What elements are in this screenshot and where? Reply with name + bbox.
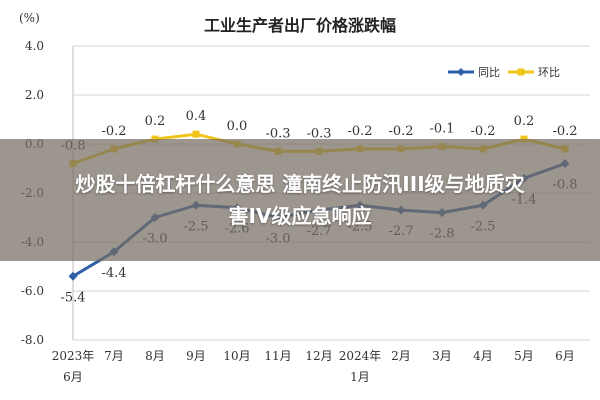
y-axis-unit: (%) bbox=[19, 11, 40, 25]
data-label-mom: -0.2 bbox=[388, 124, 413, 139]
data-label-mom: -0.2 bbox=[470, 124, 495, 139]
data-label-mom: 0.0 bbox=[227, 119, 248, 134]
x-tick-label: 6月 bbox=[555, 349, 575, 363]
x-tick-label: 2月 bbox=[391, 349, 411, 363]
legend-label: 同比 bbox=[478, 66, 500, 79]
x-tick-label: 10月 bbox=[223, 349, 250, 363]
x-tick-label: 3月 bbox=[432, 349, 452, 363]
x-tick-label: 8月 bbox=[145, 349, 165, 363]
y-tick-label: -6.0 bbox=[21, 284, 44, 298]
x-tick-label: 11月 bbox=[264, 349, 291, 363]
x-tick-label: 7月 bbox=[104, 349, 124, 363]
x-tick-label: 2024年 bbox=[339, 349, 382, 363]
y-tick-label: 4.0 bbox=[25, 39, 44, 53]
headline-banner: 炒股十倍杠杆什么意思 潼南终止防汛III级与地质灾 害IV级应急响应 bbox=[0, 139, 600, 261]
legend-label: 环比 bbox=[538, 66, 560, 79]
y-tick-label: -8.0 bbox=[21, 333, 44, 347]
headline-line-2: 害IV级应急响应 bbox=[228, 204, 372, 228]
legend-marker bbox=[517, 68, 525, 76]
data-label-mom: -0.3 bbox=[265, 126, 290, 141]
data-point-yoy bbox=[68, 271, 78, 281]
legend-marker bbox=[457, 68, 465, 76]
data-label-mom: 0.4 bbox=[186, 109, 207, 124]
data-label-mom: -0.2 bbox=[347, 124, 372, 139]
data-label-mom: -0.1 bbox=[429, 121, 454, 136]
data-label-mom: -0.2 bbox=[101, 124, 126, 139]
x-tick-label: 2023年 bbox=[52, 349, 95, 363]
x-tick-label: 9月 bbox=[186, 349, 206, 363]
x-tick-label: 6月 bbox=[63, 370, 83, 384]
data-label-yoy: -4.4 bbox=[101, 266, 126, 281]
headline-line-1: 炒股十倍杠杆什么意思 潼南终止防汛III级与地质灾 bbox=[75, 172, 525, 196]
headline-text: 炒股十倍杠杆什么意思 潼南终止防汛III级与地质灾 害IV级应急响应 bbox=[10, 168, 590, 232]
data-label-mom: -0.2 bbox=[552, 124, 577, 139]
data-label-mom: -0.3 bbox=[306, 126, 331, 141]
data-label-mom: 0.2 bbox=[514, 114, 535, 129]
x-tick-label: 1月 bbox=[350, 370, 370, 384]
data-label-mom: 0.2 bbox=[145, 114, 166, 129]
x-tick-label: 5月 bbox=[514, 349, 534, 363]
data-label-yoy: -5.4 bbox=[60, 290, 85, 305]
y-tick-label: 2.0 bbox=[25, 88, 44, 102]
x-tick-label: 12月 bbox=[305, 349, 332, 363]
x-tick-label: 4月 bbox=[473, 349, 493, 363]
chart-title: 工业生产者出厂价格涨跌幅 bbox=[204, 16, 396, 35]
data-point-mom bbox=[192, 130, 200, 138]
